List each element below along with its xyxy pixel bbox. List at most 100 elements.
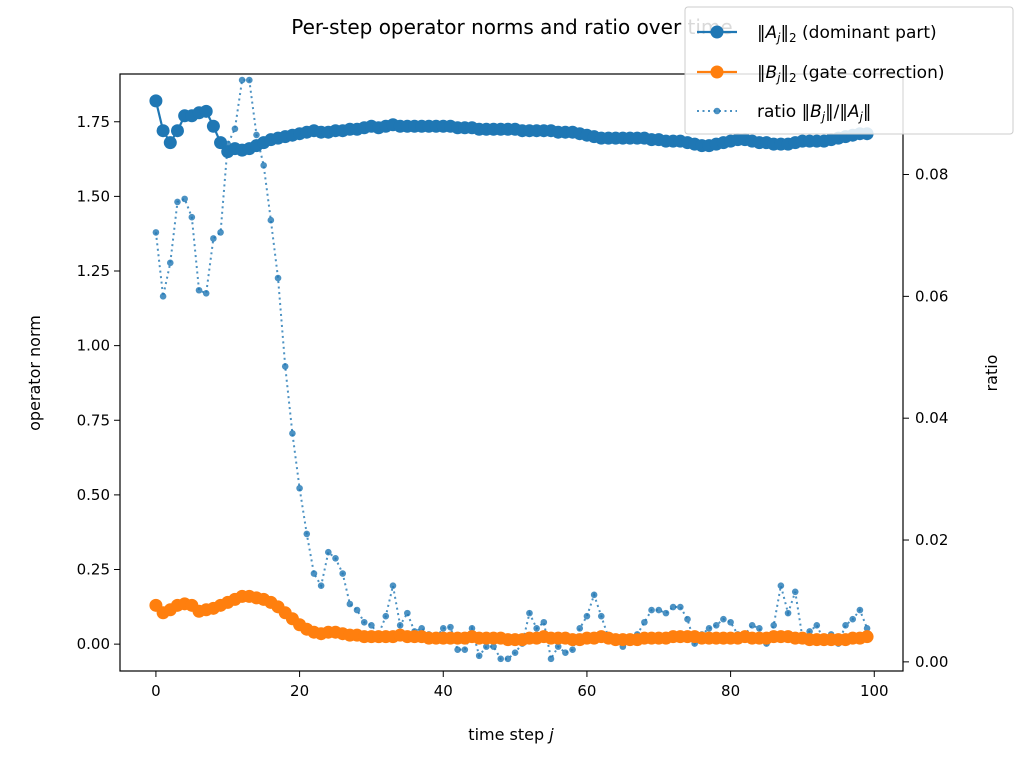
legend-entry-B: ‖Bj‖2 (gate correction) xyxy=(697,63,945,85)
data-point-ratio xyxy=(648,606,655,614)
data-point-ratio xyxy=(317,582,325,590)
data-point-ratio xyxy=(296,484,303,492)
data-point-ratio xyxy=(533,625,540,632)
data-point-ratio xyxy=(289,430,296,437)
x-tick-label: 0 xyxy=(151,682,161,700)
data-point-ratio xyxy=(202,290,210,297)
data-point-ratio xyxy=(267,216,275,224)
data-point-ratio xyxy=(181,195,188,203)
x-tick-label: 80 xyxy=(721,682,740,700)
y-tick-label: 0.00 xyxy=(77,635,110,653)
data-point-ratio xyxy=(188,213,196,221)
x-tick-label: 40 xyxy=(434,682,453,700)
legend: ‖Aj‖2 (dominant part) ‖Bj‖2 (gate correct… xyxy=(684,6,1014,135)
data-point-ratio xyxy=(447,623,454,631)
data-point-ratio xyxy=(159,293,167,300)
data-point-ratio xyxy=(842,622,849,629)
data-point-ratio xyxy=(332,555,339,562)
x-axis: 0 20 40 60 80 100 xyxy=(151,671,889,700)
data-point-ratio xyxy=(540,618,548,626)
data-point-ratio xyxy=(281,363,289,370)
data-point-A xyxy=(206,119,220,133)
data-point-ratio xyxy=(475,652,483,660)
data-point-ratio xyxy=(439,625,447,632)
series-layer xyxy=(149,76,874,663)
data-point-ratio xyxy=(310,570,318,577)
y-tick-label: 0.75 xyxy=(77,411,110,429)
data-point-ratio xyxy=(756,625,763,632)
data-point-ratio xyxy=(382,612,390,620)
data-point-ratio xyxy=(684,615,691,623)
data-point-A xyxy=(214,136,228,150)
data-point-ratio xyxy=(490,643,497,650)
data-point-ratio xyxy=(195,286,203,294)
legend-marker-A xyxy=(710,25,724,39)
data-point-ratio xyxy=(770,622,777,629)
data-point-ratio xyxy=(246,76,253,84)
y2-axis-label: ratio xyxy=(982,355,1001,392)
legend-label-B: ‖Bj‖2 (gate correction) xyxy=(757,63,945,85)
legend-box xyxy=(684,6,1014,135)
data-point-ratio xyxy=(641,618,648,626)
data-point-ratio xyxy=(547,655,555,663)
data-point-ratio xyxy=(274,274,282,282)
data-point-ratio xyxy=(346,600,354,608)
data-point-ratio xyxy=(554,643,562,650)
data-point-ratio xyxy=(863,625,871,632)
data-point-ratio xyxy=(396,622,404,629)
plot-frame xyxy=(119,73,904,672)
data-point-ratio xyxy=(174,198,181,206)
y-tick-label: 0.25 xyxy=(77,561,110,579)
data-point-ratio xyxy=(677,603,684,611)
data-point-ratio xyxy=(231,125,239,133)
data-point-ratio xyxy=(597,612,605,620)
data-point-ratio xyxy=(454,646,461,653)
legend-label-A: ‖Aj‖2 (dominant part) xyxy=(757,23,937,45)
data-point-ratio xyxy=(662,609,670,617)
chart-title: Per-step operator norms and ratio over t… xyxy=(291,15,732,39)
series-B xyxy=(149,589,874,647)
data-point-ratio xyxy=(590,591,598,599)
y-tick-label: 1.00 xyxy=(77,337,110,355)
y-axis-left: 0.00 0.25 0.50 0.75 1.00 1.25 1.50 1.75 xyxy=(77,113,120,653)
series-line-ratio xyxy=(154,79,869,662)
data-point-ratio xyxy=(655,606,663,614)
data-point-ratio xyxy=(468,625,476,632)
legend-entry-ratio: ratio ‖Bj‖/‖Aj‖ xyxy=(697,102,871,124)
data-point-ratio xyxy=(712,622,720,629)
data-point-ratio xyxy=(504,655,512,663)
x-axis-label: time step j xyxy=(468,725,554,744)
y-tick-label: 1.50 xyxy=(77,187,110,205)
y-axis-right: 0.00 0.02 0.04 0.06 0.08 xyxy=(903,166,948,671)
y2-tick-label: 0.08 xyxy=(915,166,948,184)
data-point-ratio xyxy=(856,606,864,614)
legend-entry-A: ‖Aj‖2 (dominant part) xyxy=(697,23,937,45)
data-point-ratio xyxy=(849,615,857,623)
data-point-ratio xyxy=(705,625,713,632)
data-point-A xyxy=(156,124,170,138)
data-point-A xyxy=(149,94,163,108)
data-point-ratio xyxy=(497,655,505,663)
data-point-ratio xyxy=(339,570,346,577)
y2-tick-label: 0.04 xyxy=(915,409,948,427)
data-point-ratio xyxy=(418,625,426,632)
data-point-ratio xyxy=(669,603,677,611)
data-point-ratio xyxy=(260,162,267,169)
data-point-B xyxy=(860,630,874,644)
data-point-ratio xyxy=(217,229,224,236)
data-point-ratio xyxy=(806,628,813,635)
data-point-A xyxy=(170,124,184,138)
data-point-ratio xyxy=(404,609,411,617)
data-point-ratio xyxy=(569,646,576,653)
y2-tick-label: 0.02 xyxy=(915,531,948,549)
data-point-ratio xyxy=(353,606,361,614)
data-point-ratio xyxy=(748,622,756,629)
x-tick-label: 20 xyxy=(290,682,309,700)
y-tick-label: 0.50 xyxy=(77,486,110,504)
legend-marker-B xyxy=(710,65,724,79)
series-A xyxy=(149,94,874,159)
data-point-ratio xyxy=(303,530,311,538)
data-point-ratio xyxy=(166,259,174,267)
y-tick-label: 1.75 xyxy=(77,113,110,131)
